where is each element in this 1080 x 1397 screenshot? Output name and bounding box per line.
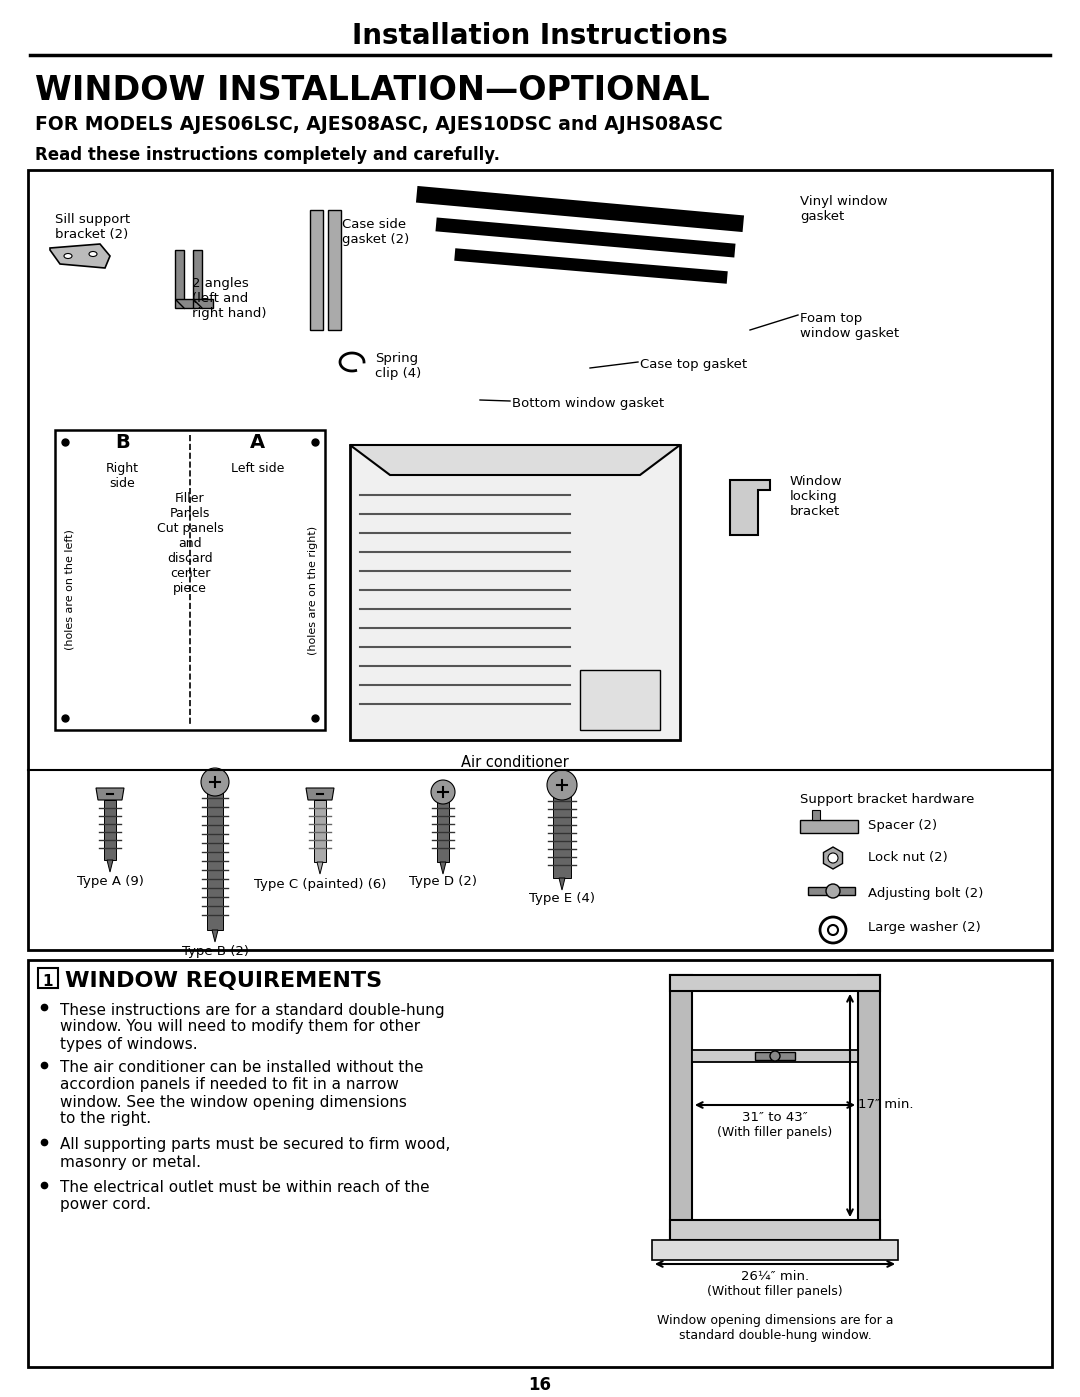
Bar <box>28 170 1052 950</box>
Polygon shape <box>96 788 124 800</box>
Text: Air conditioner: Air conditioner <box>461 754 569 770</box>
Polygon shape <box>692 1051 858 1062</box>
Bar <box>55 430 325 731</box>
Text: 16: 16 <box>528 1376 552 1394</box>
Text: Type E (4): Type E (4) <box>529 893 595 905</box>
Polygon shape <box>730 481 770 535</box>
Circle shape <box>770 1051 780 1060</box>
Ellipse shape <box>64 253 72 258</box>
Polygon shape <box>437 800 449 862</box>
Text: WINDOW REQUIREMENTS: WINDOW REQUIREMENTS <box>65 971 382 990</box>
Circle shape <box>546 770 577 800</box>
Text: Type D (2): Type D (2) <box>409 875 477 888</box>
Text: All supporting parts must be secured to firm wood,: All supporting parts must be secured to … <box>60 1137 450 1153</box>
Text: WINDOW INSTALLATION—OPTIONAL: WINDOW INSTALLATION—OPTIONAL <box>35 74 710 106</box>
Text: Sill support
bracket (2): Sill support bracket (2) <box>55 212 130 242</box>
Text: power cord.: power cord. <box>60 1197 151 1213</box>
Polygon shape <box>808 887 855 895</box>
Bar <box>28 960 1052 1368</box>
Text: window. You will need to modify them for other: window. You will need to modify them for… <box>60 1020 420 1035</box>
Text: 31″ to 43″: 31″ to 43″ <box>742 1111 808 1125</box>
Text: Type B (2): Type B (2) <box>181 944 248 958</box>
Polygon shape <box>812 810 820 820</box>
Text: accordion panels if needed to fit in a narrow: accordion panels if needed to fit in a n… <box>60 1077 399 1092</box>
Text: Lock nut (2): Lock nut (2) <box>868 852 948 865</box>
Text: (With filler panels): (With filler panels) <box>717 1126 833 1139</box>
Polygon shape <box>559 877 565 890</box>
Circle shape <box>826 884 840 898</box>
Text: Type C (painted) (6): Type C (painted) (6) <box>254 877 387 891</box>
Text: FOR MODELS AJES06LSC, AJES08ASC, AJES10DSC and AJHS08ASC: FOR MODELS AJES06LSC, AJES08ASC, AJES10D… <box>35 115 723 134</box>
Polygon shape <box>670 975 880 990</box>
Text: Spacer (2): Spacer (2) <box>868 819 937 831</box>
Circle shape <box>828 925 838 935</box>
Text: (holes are on the right): (holes are on the right) <box>308 525 318 655</box>
Polygon shape <box>175 250 184 307</box>
Text: Bottom window gasket: Bottom window gasket <box>512 397 664 409</box>
Text: Window opening dimensions are for a
standard double-hung window.: Window opening dimensions are for a stan… <box>657 1315 893 1343</box>
Text: Spring
clip (4): Spring clip (4) <box>375 352 421 380</box>
Polygon shape <box>553 793 571 877</box>
Text: 17″ min.: 17″ min. <box>858 1098 914 1112</box>
Circle shape <box>828 854 838 863</box>
Text: 2 angles
(left and
right hand): 2 angles (left and right hand) <box>192 277 267 320</box>
Text: Large washer (2): Large washer (2) <box>868 922 981 935</box>
Polygon shape <box>193 299 213 307</box>
Circle shape <box>820 916 846 943</box>
Polygon shape <box>318 862 323 875</box>
Text: 26¼″ min.: 26¼″ min. <box>741 1270 809 1282</box>
Text: window. See the window opening dimensions: window. See the window opening dimension… <box>60 1094 407 1109</box>
Text: Window
locking
bracket: Window locking bracket <box>789 475 842 518</box>
Text: Left side: Left side <box>231 462 284 475</box>
Polygon shape <box>652 1241 897 1260</box>
Circle shape <box>201 768 229 796</box>
Text: (holes are on the left): (holes are on the left) <box>64 529 75 651</box>
Text: Type A (9): Type A (9) <box>77 875 144 888</box>
Text: Foam top
window gasket: Foam top window gasket <box>800 312 900 339</box>
Polygon shape <box>350 446 680 475</box>
Text: Installation Instructions: Installation Instructions <box>352 22 728 50</box>
Text: types of windows.: types of windows. <box>60 1037 198 1052</box>
Polygon shape <box>212 930 218 942</box>
Text: Read these instructions completely and carefully.: Read these instructions completely and c… <box>35 147 500 163</box>
Polygon shape <box>670 975 692 1241</box>
Bar <box>580 671 660 731</box>
Text: masonry or metal.: masonry or metal. <box>60 1154 201 1169</box>
Circle shape <box>431 780 455 805</box>
Text: The electrical outlet must be within reach of the: The electrical outlet must be within rea… <box>60 1180 430 1196</box>
Text: Adjusting bolt (2): Adjusting bolt (2) <box>868 887 984 900</box>
Text: Case top gasket: Case top gasket <box>640 358 747 372</box>
Ellipse shape <box>89 251 97 257</box>
Text: Filler
Panels
Cut panels
and
discard
center
piece: Filler Panels Cut panels and discard cen… <box>157 492 224 595</box>
Text: Case side
gasket (2): Case side gasket (2) <box>342 218 409 246</box>
Text: Right
side: Right side <box>106 462 139 490</box>
Polygon shape <box>50 244 110 268</box>
Polygon shape <box>440 862 446 875</box>
Polygon shape <box>755 1052 795 1060</box>
Polygon shape <box>328 210 341 330</box>
Text: Support bracket hardware: Support bracket hardware <box>800 793 974 806</box>
Polygon shape <box>107 861 113 872</box>
Polygon shape <box>104 800 116 861</box>
Text: A: A <box>249 433 265 453</box>
Text: These instructions are for a standard double-hung: These instructions are for a standard do… <box>60 1003 445 1017</box>
Polygon shape <box>800 820 858 833</box>
Polygon shape <box>858 975 880 1241</box>
Text: (Without filler panels): (Without filler panels) <box>707 1285 842 1298</box>
Bar <box>38 968 58 988</box>
Polygon shape <box>670 1220 880 1241</box>
Text: The air conditioner can be installed without the: The air conditioner can be installed wit… <box>60 1060 423 1076</box>
Bar <box>350 446 680 740</box>
Polygon shape <box>193 250 202 307</box>
Polygon shape <box>306 788 334 800</box>
Text: Vinyl window
gasket: Vinyl window gasket <box>800 196 888 224</box>
Text: to the right.: to the right. <box>60 1112 151 1126</box>
Text: 1: 1 <box>43 974 53 989</box>
Text: B: B <box>116 433 130 453</box>
Polygon shape <box>310 210 323 330</box>
Polygon shape <box>314 800 326 862</box>
Polygon shape <box>207 789 222 930</box>
Polygon shape <box>175 299 195 307</box>
